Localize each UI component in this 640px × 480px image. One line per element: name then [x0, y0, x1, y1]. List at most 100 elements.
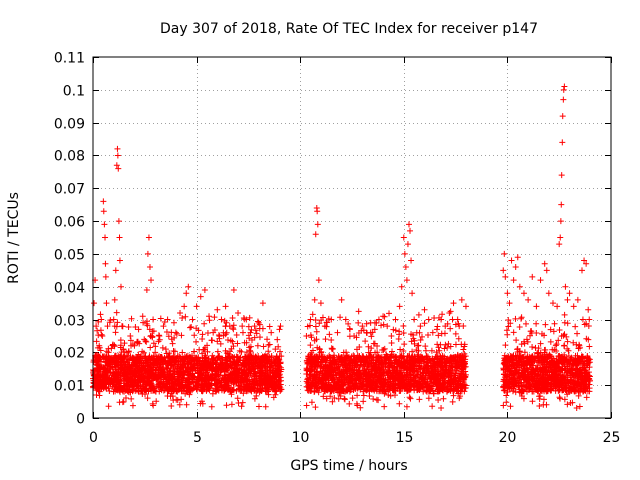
data-point	[373, 396, 380, 403]
data-point	[255, 362, 262, 369]
data-point	[540, 401, 547, 408]
data-point	[199, 400, 206, 407]
data-point	[214, 338, 221, 345]
data-point	[228, 363, 235, 370]
data-point	[253, 379, 260, 386]
data-point	[111, 342, 118, 349]
data-point	[152, 343, 159, 350]
data-point	[510, 329, 517, 336]
data-point	[118, 372, 125, 379]
data-point	[204, 342, 211, 349]
data-point	[127, 337, 134, 344]
data-point	[254, 342, 261, 349]
data-point	[208, 365, 215, 372]
data-point	[236, 382, 243, 389]
data-point	[217, 340, 224, 347]
data-point	[234, 372, 241, 379]
x-tick-label: 0	[89, 430, 98, 446]
data-point	[274, 336, 281, 343]
data-point	[422, 347, 429, 354]
data-point	[143, 320, 150, 327]
data-point	[121, 340, 128, 347]
data-point	[435, 396, 442, 403]
data-point	[246, 344, 253, 351]
data-point	[329, 346, 336, 353]
data-point	[203, 384, 210, 391]
data-point	[210, 354, 217, 361]
data-point	[137, 374, 144, 381]
data-point	[204, 329, 211, 336]
data-point	[248, 386, 255, 393]
data-point	[214, 348, 221, 355]
data-point	[254, 318, 261, 325]
data-point	[255, 403, 262, 410]
data-point	[341, 395, 348, 402]
data-point	[201, 320, 208, 327]
data-point	[253, 330, 260, 337]
data-point	[355, 308, 362, 315]
data-point	[381, 403, 388, 410]
x-tick-label: 15	[396, 430, 414, 446]
data-point	[425, 395, 432, 402]
data-point	[234, 395, 241, 402]
data-point	[170, 319, 177, 326]
data-point	[266, 341, 273, 348]
data-point	[241, 339, 248, 346]
data-point	[139, 348, 146, 355]
data-point	[101, 365, 108, 372]
data-point	[147, 332, 154, 339]
data-point	[396, 400, 403, 407]
data-point	[248, 326, 255, 333]
data-point	[223, 319, 230, 326]
data-point	[256, 373, 263, 380]
data-point	[129, 354, 136, 361]
data-point	[460, 346, 467, 353]
data-point	[362, 338, 369, 345]
data-point	[164, 365, 171, 372]
data-points	[90, 83, 594, 412]
data-point	[220, 332, 227, 339]
y-tick-label: 0.03	[54, 314, 85, 330]
data-point	[228, 401, 235, 408]
data-point	[235, 379, 242, 386]
data-point	[166, 353, 173, 360]
data-point	[140, 319, 147, 326]
data-point	[150, 366, 157, 373]
data-point	[240, 385, 247, 392]
data-point	[134, 376, 141, 383]
data-point	[152, 358, 159, 365]
data-point	[396, 331, 403, 338]
x-tick-label: 20	[499, 430, 517, 446]
data-point	[222, 347, 229, 354]
data-point	[507, 403, 514, 410]
data-point	[135, 379, 142, 386]
data-point	[239, 329, 246, 336]
data-point	[124, 352, 131, 359]
data-point	[129, 402, 136, 409]
data-point	[135, 358, 142, 365]
data-point	[267, 381, 274, 388]
data-point	[169, 340, 176, 347]
data-point	[224, 337, 231, 344]
data-point	[239, 361, 246, 368]
data-point	[575, 392, 582, 399]
data-point	[233, 387, 240, 394]
data-point	[346, 400, 353, 407]
x-tick-label: 5	[193, 430, 202, 446]
data-point	[112, 329, 119, 336]
data-point	[114, 319, 121, 326]
data-point	[421, 320, 428, 327]
data-point	[438, 405, 445, 412]
data-point	[144, 372, 151, 379]
y-tick-label: 0.01	[54, 379, 85, 395]
data-point	[117, 337, 124, 344]
data-point	[258, 357, 265, 364]
data-point	[238, 403, 245, 410]
data-point	[147, 385, 154, 392]
data-point	[307, 342, 314, 349]
data-point	[139, 383, 146, 390]
data-point	[312, 323, 319, 330]
data-point	[208, 403, 215, 410]
data-point	[400, 322, 407, 329]
